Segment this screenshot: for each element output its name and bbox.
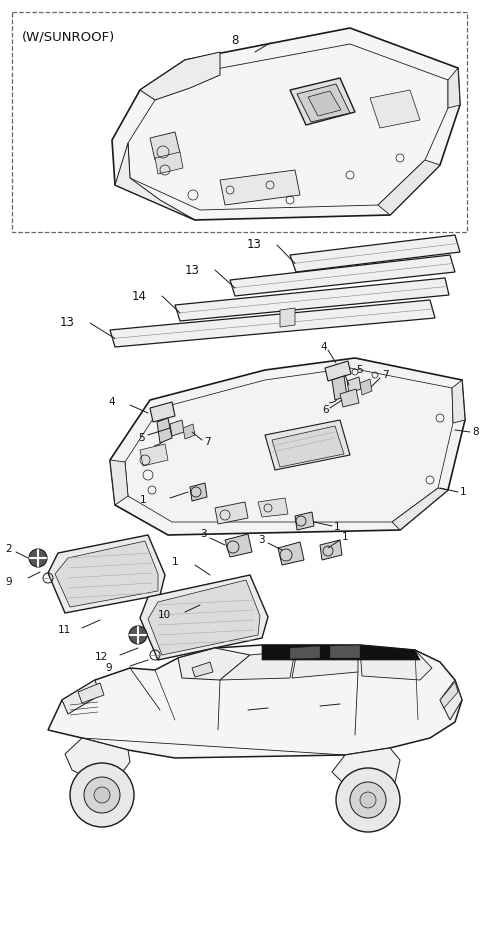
Text: 13: 13 [60,316,75,329]
Polygon shape [360,649,432,680]
Text: 6: 6 [322,405,329,415]
Polygon shape [78,683,104,703]
Polygon shape [150,132,180,160]
Polygon shape [330,645,360,658]
Polygon shape [157,418,172,443]
Polygon shape [115,143,195,220]
Polygon shape [48,645,462,758]
Text: 7: 7 [382,370,389,380]
Polygon shape [192,662,213,677]
Polygon shape [332,748,400,792]
Polygon shape [140,444,168,466]
Polygon shape [297,84,350,122]
Polygon shape [220,170,300,205]
Text: 1: 1 [172,557,179,567]
Polygon shape [378,160,440,215]
Text: 5: 5 [138,433,144,443]
Polygon shape [290,78,355,125]
Circle shape [94,787,110,803]
Polygon shape [320,540,342,560]
Polygon shape [360,379,372,395]
Circle shape [84,777,120,813]
Text: 5: 5 [356,365,362,375]
Polygon shape [65,738,130,782]
Polygon shape [262,645,420,660]
Text: (W/SUNROOF): (W/SUNROOF) [22,30,115,43]
Text: 10: 10 [158,610,171,620]
Polygon shape [170,420,184,436]
Polygon shape [110,358,465,535]
Text: 2: 2 [5,544,12,554]
Polygon shape [340,389,359,407]
Text: 13: 13 [247,239,262,252]
Text: 4: 4 [320,342,326,352]
Polygon shape [347,377,361,393]
Text: 8: 8 [472,427,479,437]
Text: 9: 9 [5,577,12,587]
Circle shape [360,792,376,808]
Polygon shape [452,380,465,423]
Polygon shape [225,534,252,557]
Text: 1: 1 [140,495,146,505]
Text: 11: 11 [58,625,71,635]
Polygon shape [292,649,358,678]
Text: 9: 9 [105,663,112,673]
Text: 3: 3 [200,529,206,539]
Polygon shape [175,278,449,321]
Text: 1: 1 [460,487,467,497]
Polygon shape [290,235,460,272]
Polygon shape [62,680,100,714]
Polygon shape [112,28,460,220]
Polygon shape [140,52,220,100]
Text: 1: 1 [334,522,341,532]
Polygon shape [440,682,458,708]
Text: 7: 7 [204,437,211,447]
Polygon shape [155,152,183,174]
Polygon shape [110,300,435,347]
Polygon shape [290,646,320,659]
Polygon shape [325,361,351,381]
Polygon shape [448,68,460,108]
Text: 13: 13 [185,264,200,277]
Polygon shape [110,460,128,505]
Polygon shape [440,680,462,720]
Circle shape [336,768,400,832]
Text: 12: 12 [95,652,108,662]
Polygon shape [278,542,304,565]
Polygon shape [370,90,420,128]
Circle shape [29,549,47,567]
Polygon shape [280,308,295,327]
Text: 8: 8 [231,33,239,46]
Polygon shape [148,580,260,655]
Polygon shape [55,541,158,607]
Polygon shape [183,424,195,439]
Text: 3: 3 [258,535,264,545]
Polygon shape [295,512,314,530]
Text: 1: 1 [342,532,348,542]
Polygon shape [220,651,295,680]
Text: 14: 14 [132,290,147,302]
Polygon shape [332,376,347,400]
Polygon shape [140,575,268,660]
Polygon shape [178,648,250,680]
Polygon shape [190,483,207,501]
Text: 4: 4 [108,397,115,407]
Bar [12,12,467,232]
Polygon shape [150,402,175,422]
Polygon shape [230,255,455,296]
Circle shape [70,763,134,827]
Circle shape [350,782,386,818]
Polygon shape [272,426,344,467]
Polygon shape [265,420,350,470]
Circle shape [129,626,147,644]
Polygon shape [258,498,288,517]
Polygon shape [215,502,248,524]
Polygon shape [392,488,448,530]
Polygon shape [308,91,341,116]
Polygon shape [48,535,165,613]
